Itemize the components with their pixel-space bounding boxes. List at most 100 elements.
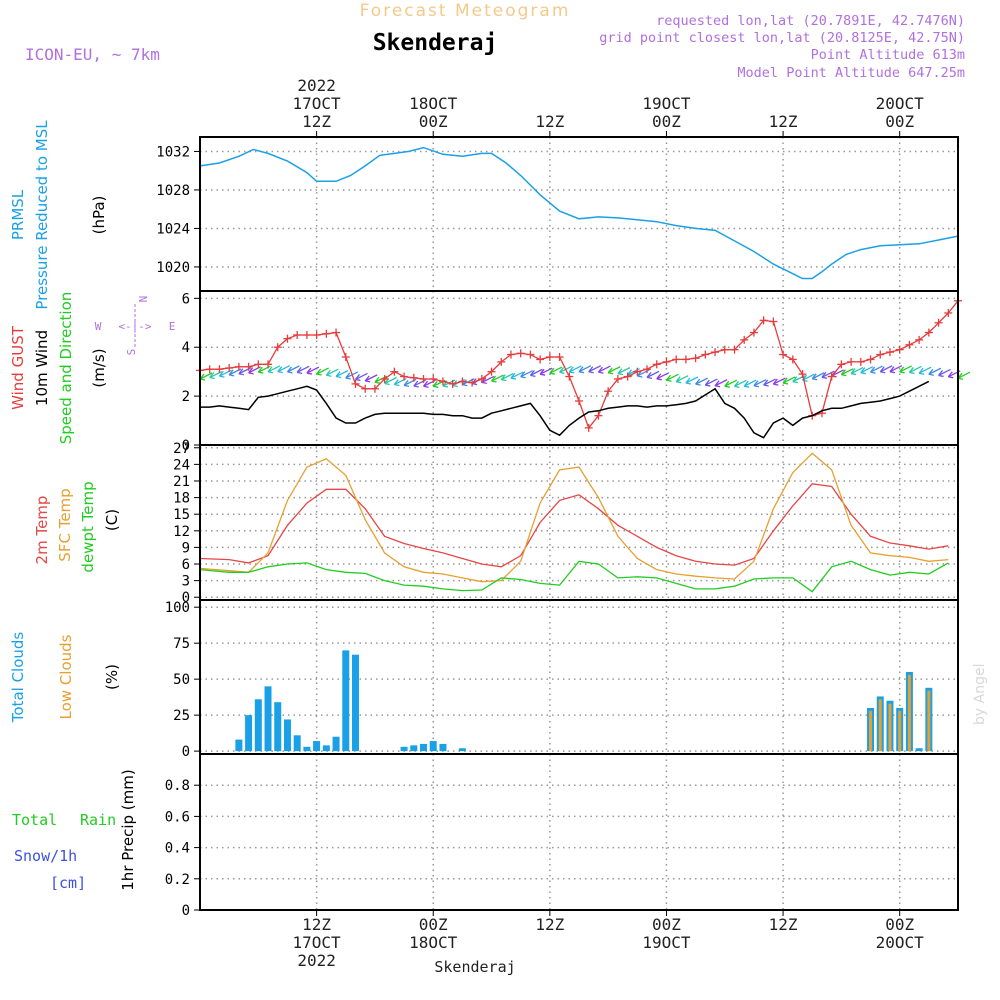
- gust-point: [885, 348, 894, 357]
- plot-area: 1020102410281032024603691215182124270255…: [156, 76, 971, 970]
- wind-arrow-icon: [335, 369, 349, 379]
- wind-arrow-icon: [665, 373, 679, 382]
- gust-point: [390, 367, 399, 376]
- gust-point: [312, 331, 321, 339]
- ytick-label-clouds: 75: [173, 636, 190, 652]
- gust-point: [740, 335, 749, 344]
- cloud-unit: (%): [103, 664, 121, 690]
- ytick-label-temperature: 18: [173, 491, 190, 507]
- gust-point: [429, 375, 438, 383]
- wind-arrow-icon: [899, 365, 912, 374]
- top-time-label: 20OCT: [876, 94, 925, 113]
- top-time-label: 00Z: [652, 112, 681, 131]
- temp-labels: 2m Temp SFC Temp dewpt Temp (C): [33, 481, 121, 572]
- gust-point: [302, 331, 311, 339]
- wind-arrow-icon: [733, 379, 747, 388]
- gust-point: [536, 355, 545, 364]
- compass-s: S: [125, 349, 138, 356]
- wind-arrow-icon: [500, 373, 514, 382]
- gridpoint-coords: grid point closest lon,lat (20.8125E, 42…: [599, 30, 965, 46]
- wind-arrow-icon: [908, 365, 922, 375]
- low-cloud-bar: [898, 710, 902, 752]
- subtitle: Forecast Meteogram: [360, 1, 571, 21]
- ytick-label-clouds: 100: [165, 600, 190, 616]
- wind-arrow-icon: [306, 366, 320, 375]
- gust-point: [497, 357, 506, 366]
- gust-point: [506, 350, 515, 359]
- top-time-label: 12Z: [302, 112, 331, 131]
- ytick-label-temperature: 0: [182, 590, 190, 606]
- gust-point: [370, 384, 379, 393]
- wind-arrow-icon: [870, 365, 883, 374]
- gust-point: [720, 345, 729, 354]
- wind-arrow-icon: [685, 376, 699, 385]
- ytick-label-precip: 0: [182, 903, 190, 919]
- top-time-label: 00Z: [885, 112, 914, 131]
- wind-arrow-icon: [860, 366, 874, 375]
- gust-point: [565, 372, 574, 381]
- gust-point: [448, 379, 457, 388]
- wind-arrow-icon: [646, 370, 660, 380]
- gust-point: [438, 377, 447, 386]
- ytick-label-temperature: 15: [173, 507, 190, 523]
- wind-arrow-icon: [656, 372, 670, 381]
- gust-point: [545, 353, 554, 361]
- gust-point: [662, 357, 671, 366]
- gust-point: [215, 365, 224, 374]
- model-altitude: Model Point Altitude 647.25m: [737, 65, 965, 81]
- gust-point: [876, 350, 885, 359]
- wind-arrow-icon: [753, 379, 767, 388]
- total-cloud-bar: [245, 715, 253, 752]
- wind-arrow-icon: [714, 379, 728, 388]
- panel-frame-clouds: [199, 599, 959, 755]
- ytick-label-temperature: 24: [173, 457, 190, 473]
- gust-point: [866, 355, 875, 364]
- gust-point: [409, 373, 418, 382]
- gust-point: [516, 349, 525, 358]
- gust-point: [672, 355, 681, 364]
- wind-arrow-icon: [704, 378, 718, 387]
- ytick-label-clouds: 0: [182, 744, 190, 760]
- gust-point: [944, 309, 953, 317]
- dewpt-line: [199, 560, 949, 593]
- low-cloud-bar: [927, 690, 931, 752]
- wind-arrow-icon: [539, 367, 553, 376]
- pressure-label-long: Pressure Reduced to MSL: [33, 120, 51, 310]
- ytick-label-clouds: 50: [173, 672, 190, 688]
- snow-label: Snow/1h: [14, 847, 77, 865]
- gust-point: [604, 387, 613, 396]
- bottom-time-label: 12Z: [535, 915, 564, 934]
- gust-point: [341, 353, 350, 361]
- ytick-label-temperature: 12: [173, 524, 190, 540]
- ytick-label-temperature: 6: [182, 557, 190, 573]
- wind-arrow-icon: [782, 376, 796, 385]
- wind-speed-line: [200, 380, 930, 439]
- bottom-time-label: 17OCT: [293, 933, 342, 952]
- gust-point: [322, 329, 331, 338]
- wind-arrow-icon: [277, 365, 291, 374]
- gust-point: [468, 378, 477, 387]
- ytick-label-clouds: 25: [173, 708, 190, 724]
- gust-point: [759, 316, 768, 325]
- total-cloud-bar: [458, 748, 466, 752]
- wind-labels: Wind GUST 10m Wind Speed and Direction (…: [9, 292, 175, 445]
- pressure-unit: (hPa): [90, 196, 108, 235]
- low-cloud-bar: [869, 710, 873, 752]
- pressure-labels: PRMSL Pressure Reduced to MSL (hPa): [9, 120, 108, 310]
- panel-frame-wind: [199, 290, 959, 446]
- gust-point: [701, 350, 710, 359]
- gust-point: [458, 377, 467, 386]
- wind-arrow-icon: [568, 365, 582, 374]
- total-label: Total: [12, 811, 57, 829]
- wind-arrow-icon: [850, 366, 864, 376]
- wind-arrow-icon: [296, 365, 310, 374]
- dewpt-label: dewpt Temp: [79, 481, 97, 572]
- bottom-time-label: 12Z: [302, 915, 331, 934]
- total-cloud-bar: [264, 686, 272, 752]
- wind-arrow-icon: [879, 365, 893, 374]
- gust-point: [798, 370, 807, 379]
- gust-point: [400, 372, 409, 381]
- total-cloud-bar: [342, 650, 350, 752]
- gust-point: [361, 384, 370, 393]
- wind-arrow-icon: [597, 365, 611, 374]
